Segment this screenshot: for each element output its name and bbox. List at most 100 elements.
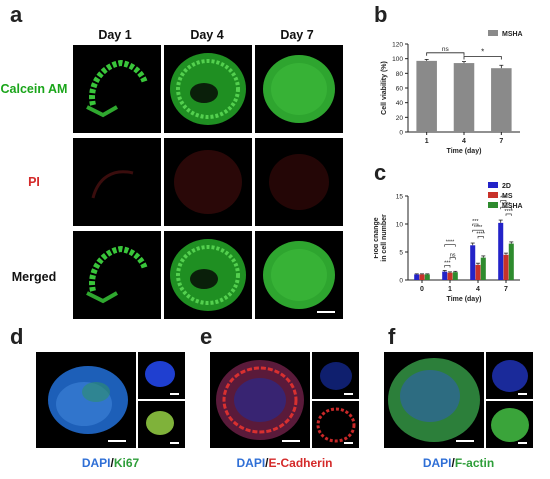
x-tick-label: 7 <box>504 286 508 293</box>
legend-swatch <box>488 202 498 208</box>
micrograph-merged-day7 <box>255 231 343 319</box>
y-axis-label: in cell number <box>381 214 388 262</box>
bar <box>419 274 425 280</box>
sig-label: * <box>481 47 484 56</box>
sig-label: ns <box>450 253 456 259</box>
y-tick-label: 5 <box>399 250 403 257</box>
scale-bar <box>317 311 335 313</box>
micrograph-f-dapi <box>486 352 533 399</box>
sig-bracket <box>463 56 502 60</box>
panel-label-e: e <box>200 324 213 349</box>
bar <box>416 60 437 132</box>
sig-label: *** <box>444 260 451 266</box>
panel-label-c: c <box>374 160 387 185</box>
sig-label: ns <box>442 46 450 53</box>
caption-e: DAPI/E-Cadherin <box>236 456 333 470</box>
day-header-7: Day 7 <box>280 28 314 42</box>
micrograph-d-dapi <box>138 352 185 399</box>
bar <box>424 274 430 280</box>
sig-bracket <box>444 244 456 247</box>
caption-f: DAPI/F-actin <box>422 456 495 470</box>
legend-label: MSHA <box>502 203 523 210</box>
sig-label: **** <box>446 240 455 246</box>
sig-label: *** <box>500 195 507 201</box>
micrograph-merged-day4 <box>164 231 252 319</box>
legend-label: 2D <box>502 183 511 190</box>
bar <box>491 68 512 132</box>
sig-bracket <box>472 223 479 226</box>
legend-label: MSHA <box>502 31 523 38</box>
legend-label: MS <box>502 193 513 200</box>
bar <box>442 271 448 280</box>
micrograph-calcein-day7 <box>255 45 343 133</box>
y-tick-label: 100 <box>392 56 403 63</box>
micrograph-d-ki67 <box>138 401 185 448</box>
x-tick-label: 7 <box>499 138 503 145</box>
bar <box>475 264 481 280</box>
micrograph-e-dapi <box>312 352 359 399</box>
day-header-4: Day 4 <box>190 28 224 42</box>
sig-bracket <box>500 200 507 203</box>
bar <box>498 222 504 280</box>
bar <box>470 245 476 280</box>
micrograph-e-ecadherin <box>312 401 359 448</box>
sig-label: **** <box>476 231 485 237</box>
micrograph-f-factin <box>486 401 533 448</box>
sig-bracket <box>472 229 484 233</box>
sig-bracket <box>426 52 465 56</box>
micrograph-d-main <box>36 352 136 448</box>
day-header-1: Day 1 <box>98 28 132 42</box>
sig-bracket <box>505 213 512 216</box>
bar <box>480 257 486 280</box>
sig-label: *** <box>472 219 479 225</box>
caption-d: DAPI/Ki67 <box>81 456 140 470</box>
y-axis-label: Cell viability (%) <box>381 61 388 115</box>
bar <box>452 272 458 280</box>
legend-swatch <box>488 30 498 36</box>
x-tick-label: 0 <box>420 286 424 293</box>
y-tick-label: 40 <box>396 100 404 107</box>
micrograph-pi-day4 <box>164 138 252 226</box>
y-axis-label: Flod change <box>374 217 380 258</box>
y-tick-label: 60 <box>396 86 404 93</box>
sig-bracket <box>444 265 451 268</box>
y-tick-label: 10 <box>396 222 404 229</box>
panel-label-b: b <box>374 2 388 27</box>
micrograph-f-main <box>384 352 484 448</box>
micrograph-pi-day7 <box>255 138 343 226</box>
chart-b-cell-viability: 0 20 40 60 80 100 120 1 4 7 Time (day) Cell viabili… <box>381 30 523 155</box>
x-axis-label: Time (day) <box>447 296 482 303</box>
y-tick-label: 20 <box>396 115 404 122</box>
legend-swatch <box>488 182 498 188</box>
chart-c-fold-change: 0 5 10 15 0 1 4 7 Time (day) Flod change in cell n… <box>374 182 523 303</box>
panel-label-f: f <box>388 324 396 349</box>
y-tick-label: 0 <box>399 278 403 285</box>
y-tick-label: 80 <box>396 71 404 78</box>
micrograph-merged-day1 <box>73 231 161 319</box>
sig-bracket <box>477 236 484 239</box>
bar <box>503 254 509 280</box>
micrograph-calcein-day4 <box>164 45 252 133</box>
row-label-merged: Merged <box>11 270 57 284</box>
row-label-calcein: Calcein AM <box>0 82 68 96</box>
micrograph-calcein-day1 <box>73 45 161 133</box>
y-tick-label: 120 <box>392 42 403 49</box>
sig-label: **** <box>474 225 483 231</box>
bar <box>447 272 453 280</box>
sig-label: **** <box>504 209 513 215</box>
sig-bracket <box>500 206 512 210</box>
sig-bracket <box>449 257 456 260</box>
legend-swatch <box>488 192 498 198</box>
bar <box>414 274 420 280</box>
x-axis-label: Time (day) <box>447 148 482 155</box>
panel-label-d: d <box>10 324 24 349</box>
row-label-pi: PI <box>28 175 40 189</box>
x-tick-label: 4 <box>462 138 466 145</box>
y-tick-label: 15 <box>396 194 404 201</box>
sig-label: **** <box>502 202 511 208</box>
x-tick-label: 1 <box>425 138 429 145</box>
micrograph-pi-day1 <box>73 138 161 226</box>
panel-label-a: a <box>10 2 23 27</box>
x-tick-label: 1 <box>448 286 452 293</box>
x-tick-label: 4 <box>476 286 480 293</box>
